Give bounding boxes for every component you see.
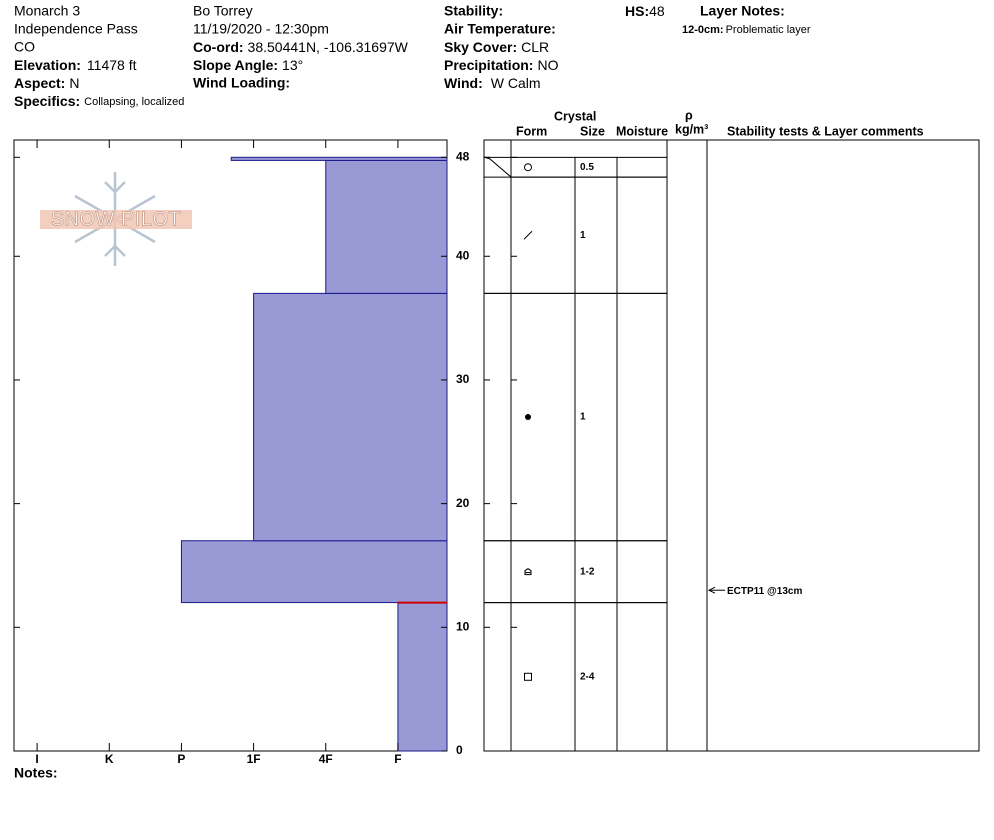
wind-loading: Wind Loading: — [193, 75, 290, 91]
hardness-bar — [180, 540, 448, 604]
y-tick-label: 10 — [456, 619, 470, 633]
sky-cover: Sky Cover: CLR — [444, 39, 549, 55]
grain-form — [523, 230, 533, 240]
grain-size: 1 — [580, 230, 586, 241]
site: Monarch 3 — [14, 3, 80, 19]
text: Problematic layer — [726, 24, 811, 36]
observer: Bo Torrey — [193, 3, 253, 19]
x-tick-label: 1F — [247, 752, 261, 766]
value: 11478 ft — [87, 57, 137, 73]
label: Specifics: — [14, 93, 80, 109]
label: Precipitation: — [444, 57, 533, 73]
value: CLR — [521, 39, 549, 55]
col-crystal: Crystal — [554, 109, 596, 123]
x-tick-label: I — [35, 752, 38, 766]
stability: Stability: — [444, 3, 503, 19]
layer-notes-title: Layer Notes: — [700, 3, 785, 19]
hardness-bar — [397, 602, 448, 752]
precipitation: Precipitation: NO — [444, 57, 559, 73]
hardness-bar — [253, 292, 448, 542]
location: Independence Pass — [14, 21, 138, 37]
col-comments: Stability tests & Layer comments — [727, 124, 924, 138]
y-tick-label: 0 — [456, 743, 463, 757]
hardness-bar — [230, 156, 448, 161]
y-tick-label: 30 — [456, 372, 470, 386]
logo-text: SNOW PILOT — [51, 208, 182, 230]
slope-angle: Slope Angle: 13° — [193, 57, 303, 73]
grain-form — [524, 163, 532, 172]
y-tick-label: 48 — [456, 149, 470, 163]
y-tick-label: 20 — [456, 496, 470, 510]
x-tick-label: P — [177, 752, 185, 766]
air-temperature: Air Temperature: — [444, 21, 556, 37]
label: Wind: — [444, 75, 483, 91]
grain-size: 1-2 — [580, 566, 595, 577]
value: Collapsing, localized — [84, 96, 184, 108]
range: 12-0cm: — [682, 24, 724, 36]
value: NO — [537, 57, 558, 73]
aspect: Aspect: N — [14, 75, 79, 91]
value: 48 — [649, 3, 665, 19]
elevation: Elevation: 11478 ft — [14, 57, 137, 73]
x-tick-label: 4F — [319, 752, 333, 766]
value: N — [69, 75, 79, 91]
logo-band — [40, 210, 192, 229]
connector — [483, 156, 512, 178]
x-tick-label: F — [394, 752, 401, 766]
state: CO — [14, 39, 35, 55]
grain-size: 2-4 — [580, 671, 595, 682]
layer-note: 12-0cm: Problematic layer — [682, 24, 811, 36]
notes-label: Notes: — [14, 765, 58, 781]
specifics: Specifics: Collapsing, localized — [14, 93, 184, 109]
label: Elevation: — [14, 57, 81, 73]
datetime: 11/19/2020 - 12:30pm — [193, 21, 329, 37]
label: Aspect: — [14, 75, 65, 91]
hardness-bar — [325, 159, 448, 294]
grain-size: 0.5 — [580, 162, 594, 173]
col-density-symbol: ρ — [685, 108, 693, 122]
value: 13° — [282, 57, 303, 73]
value: W Calm — [491, 75, 541, 91]
grain-form — [524, 568, 532, 576]
test-label: ECTP11 @13cm — [727, 586, 802, 597]
grain-size: 1 — [580, 412, 586, 423]
col-form: Form — [516, 124, 547, 138]
hs: HS:48 — [625, 3, 665, 19]
label: Slope Angle: — [193, 57, 278, 73]
col-density-unit: kg/m³ — [675, 122, 708, 136]
value: 38.50441N, -106.31697W — [248, 39, 409, 55]
grain-form — [525, 414, 531, 421]
x-tick-label: K — [105, 752, 114, 766]
col-size: Size — [580, 124, 605, 138]
label: Sky Cover: — [444, 39, 517, 55]
label: Co-ord: — [193, 39, 244, 55]
wind: Wind: W Calm — [444, 75, 541, 91]
grain-frame — [483, 139, 980, 752]
label: HS: — [625, 3, 649, 19]
test-arrowhead — [707, 586, 716, 594]
col-moisture: Moisture — [616, 124, 668, 138]
coord: Co-ord: 38.50441N, -106.31697W — [193, 39, 409, 55]
grain-form — [524, 672, 532, 681]
y-tick-label: 40 — [456, 248, 470, 262]
